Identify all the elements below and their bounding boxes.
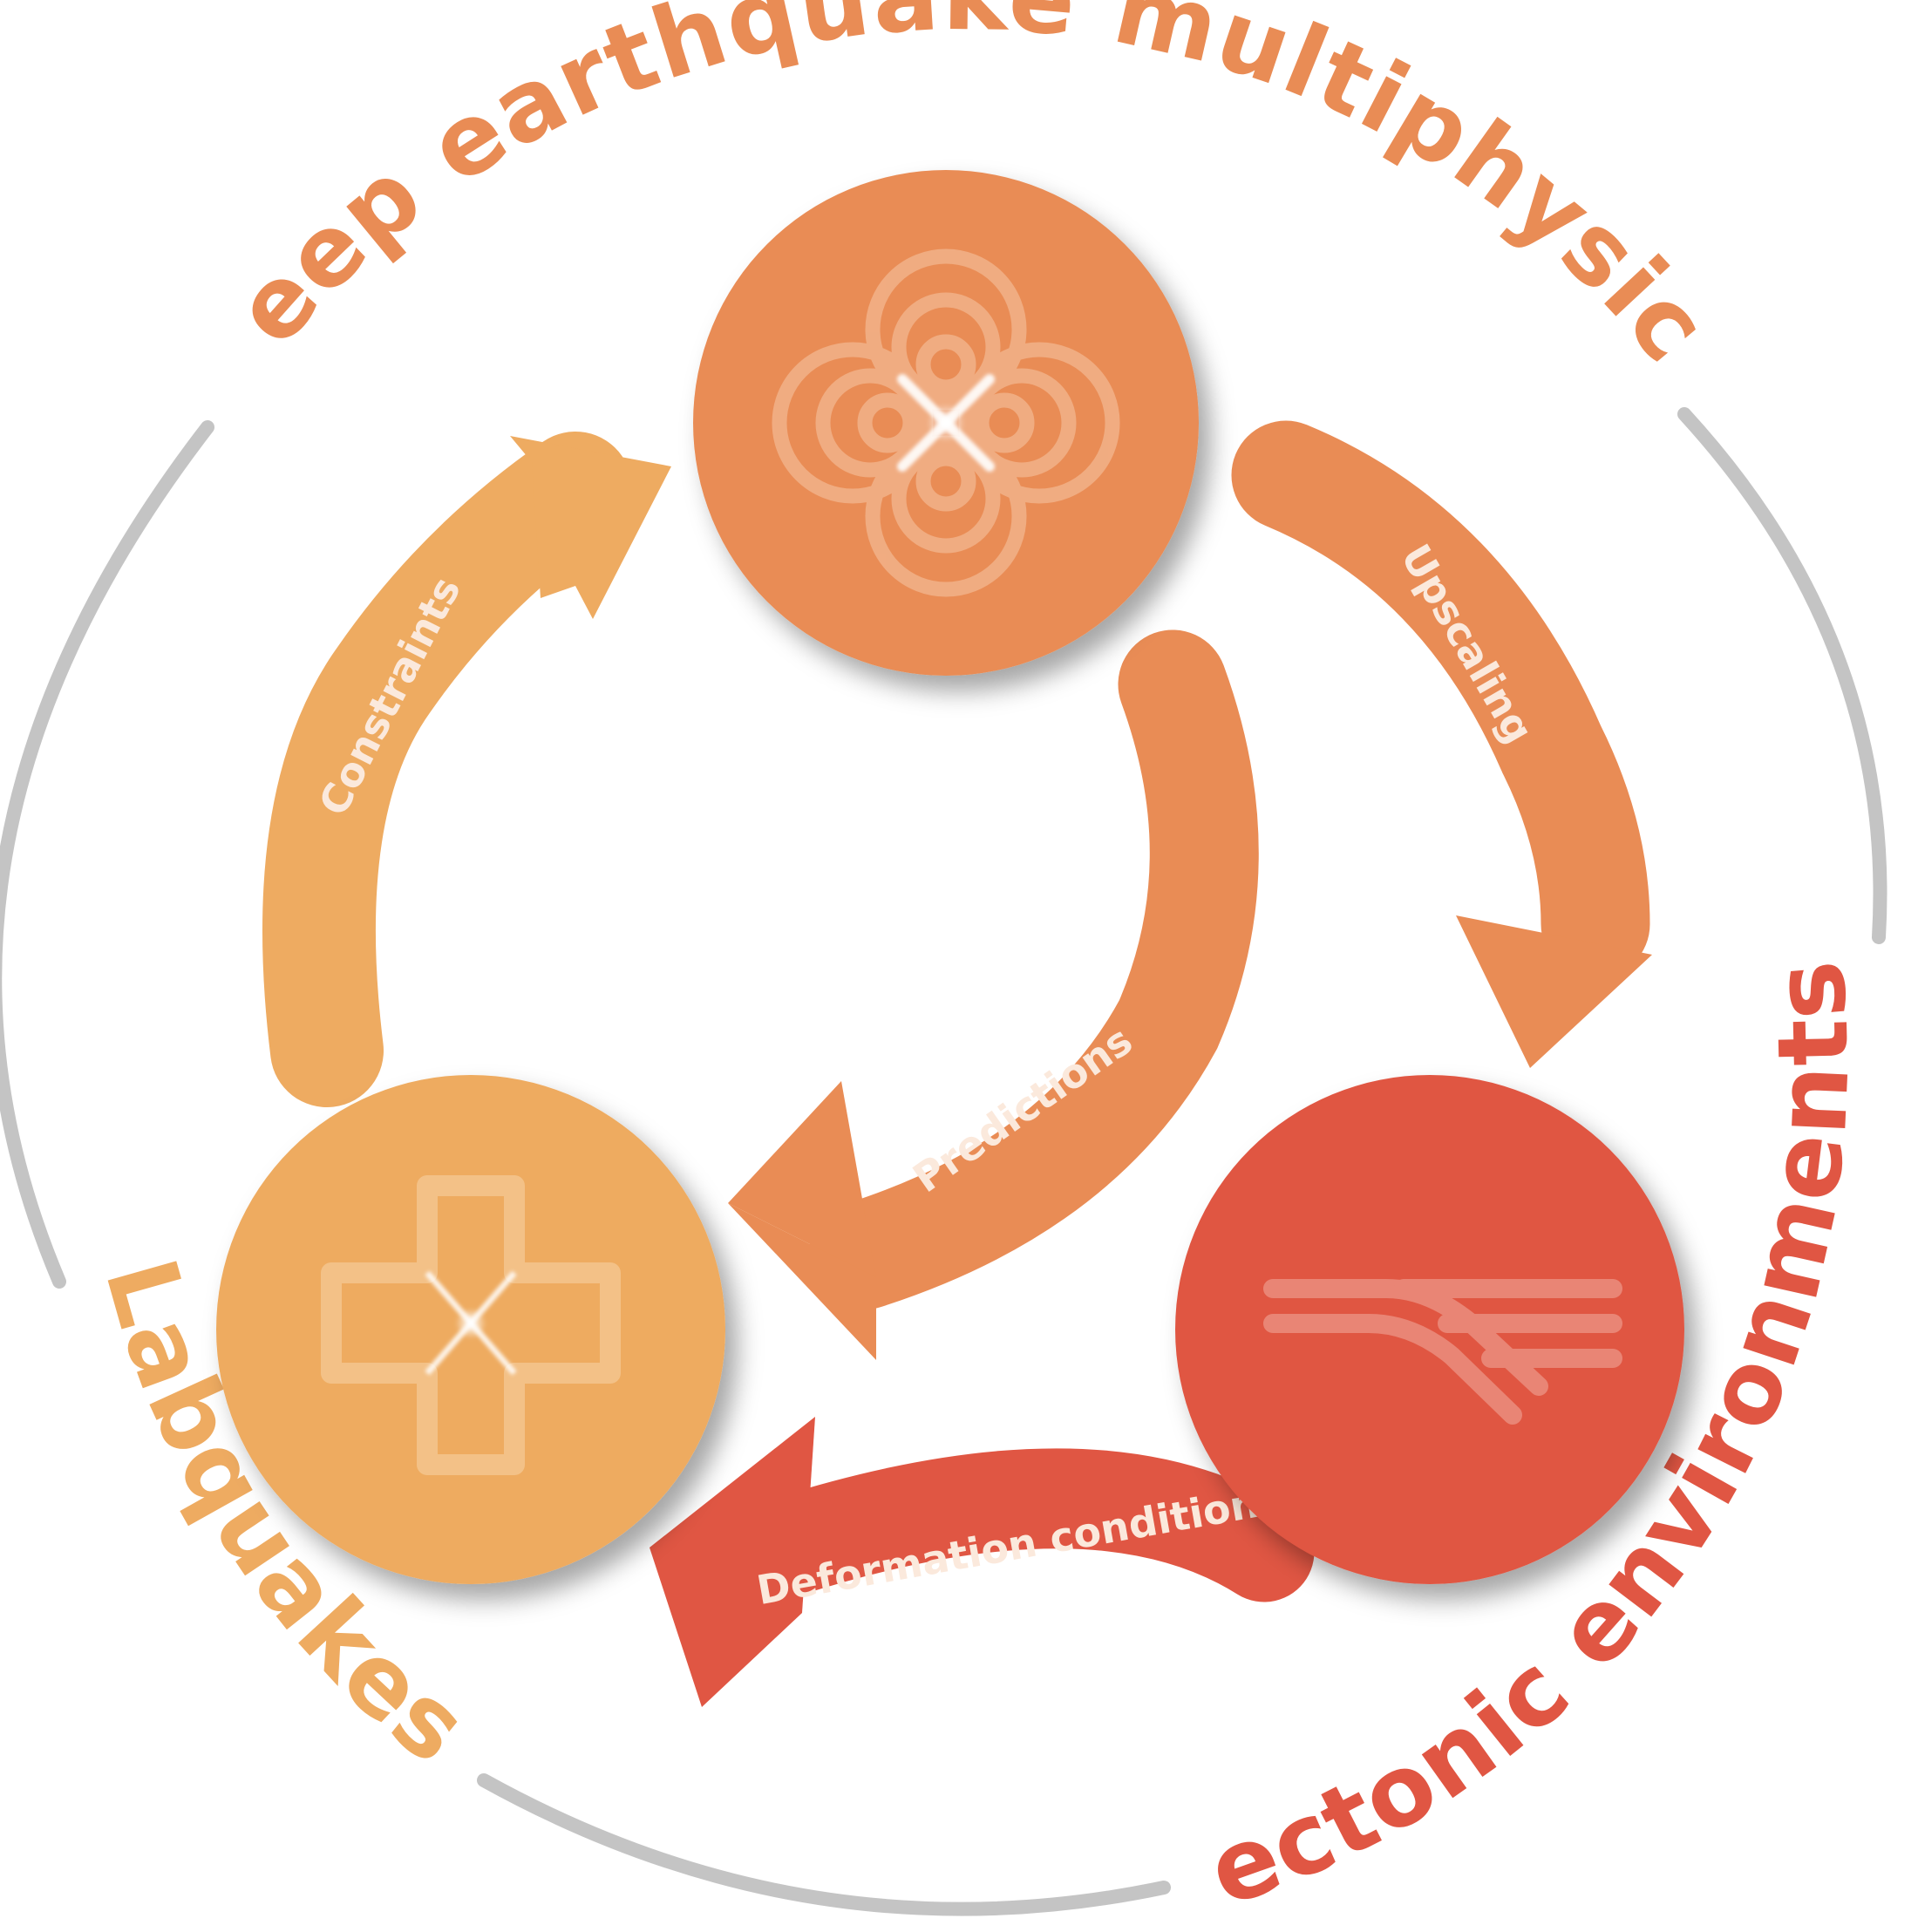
arrow-upscaling-shaft (1231, 420, 1650, 979)
labquakes-glint (425, 1270, 517, 1376)
arrow-predictions: Predictions (728, 629, 1259, 1360)
arrow-constraints: Constraints (262, 432, 671, 1107)
ring-segment-bottom (477, 1773, 1171, 1916)
outer-ring (0, 407, 1887, 1916)
multiphysics-glint (897, 374, 995, 472)
arrow-predictions-shaft (808, 629, 1259, 1310)
ring-segment-right (1677, 407, 1887, 944)
ripple-clover-icon (772, 248, 1120, 597)
arrow-constraints-head (510, 436, 671, 619)
node-tectonic (1175, 1075, 1684, 1584)
subduction-lines-icon (1263, 1279, 1622, 1425)
arrow-upscaling: Upscaling (1231, 420, 1652, 1068)
arrow-deformation-shaft (734, 1448, 1315, 1602)
arrow-deformation-conditions: Deformation conditions (650, 1417, 1315, 1707)
arrow-predictions-head-lower (728, 1203, 876, 1360)
arrow-deformation-head (650, 1417, 815, 1707)
arrow-predictions-head (728, 1081, 876, 1277)
node-labquakes (216, 1075, 725, 1584)
ring-segment-left (0, 420, 214, 1289)
arrow-constraints-shaft (262, 432, 632, 1107)
arrow-upscaling-head (1456, 915, 1652, 1068)
node-multiphysics (693, 170, 1199, 676)
